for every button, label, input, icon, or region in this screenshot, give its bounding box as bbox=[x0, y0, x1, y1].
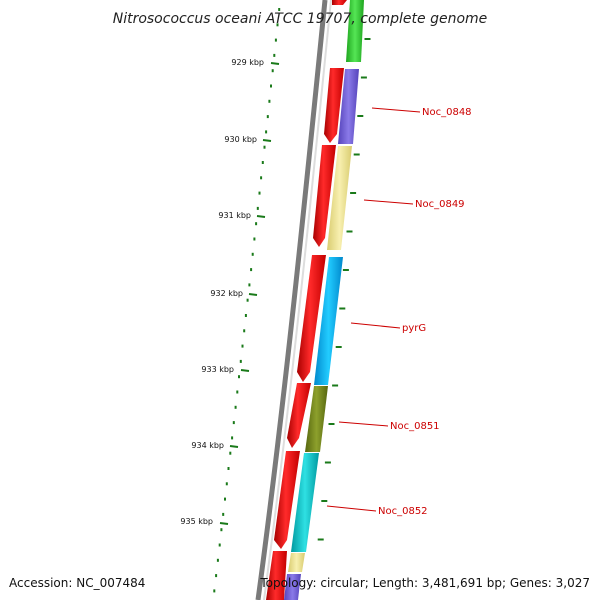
red-feature bbox=[297, 255, 326, 382]
gene-feature-track bbox=[284, 0, 364, 600]
topology-text: Topology: circular; Length: 3,481,691 bp… bbox=[259, 576, 590, 590]
ruler-dot bbox=[213, 589, 216, 593]
outer-tick bbox=[339, 307, 346, 310]
ruler-dot bbox=[270, 84, 272, 88]
scale-label-935: 935 kbp bbox=[180, 517, 213, 526]
ruler-dot bbox=[227, 467, 230, 470]
outer-tick bbox=[360, 76, 367, 79]
gene-feature-purple-bottom bbox=[284, 574, 301, 600]
red-feature-track bbox=[266, 0, 347, 600]
scale-label-930: 930 kbp bbox=[224, 135, 257, 144]
ruler-dot bbox=[236, 390, 239, 394]
gene-label-noc-0848[interactable]: Noc_0848 bbox=[422, 107, 472, 118]
ruler-dot bbox=[255, 222, 258, 226]
red-feature bbox=[287, 383, 311, 448]
ruler-dot bbox=[232, 421, 235, 425]
ruler-dot bbox=[274, 38, 277, 42]
ruler-dot bbox=[234, 405, 237, 409]
gene-label-pyrg[interactable]: pyrG bbox=[402, 323, 426, 334]
ruler-dot bbox=[276, 23, 279, 27]
gene-label-noc-0852[interactable]: Noc_0852 bbox=[378, 506, 428, 517]
scale-label-934: 934 kbp bbox=[191, 441, 224, 450]
ruler-dot bbox=[256, 206, 259, 210]
ruler-dot bbox=[248, 283, 251, 287]
red-feature bbox=[274, 451, 300, 549]
ruler-dot bbox=[225, 482, 228, 486]
ruler-dot bbox=[260, 176, 263, 180]
ruler-dot bbox=[239, 359, 242, 363]
red-feature bbox=[324, 68, 344, 143]
map-title: Nitrosococcus oceani ATCC 19707, complet… bbox=[113, 11, 488, 27]
outer-tick bbox=[335, 346, 342, 348]
gene-label-noc-0851[interactable]: Noc_0851 bbox=[390, 421, 440, 432]
ruler-dot bbox=[224, 497, 226, 501]
ruler-dot bbox=[250, 268, 253, 272]
ruler-dot bbox=[220, 528, 223, 532]
ruler-dot bbox=[265, 130, 268, 134]
gene-feature-noc-0847 bbox=[346, 0, 364, 62]
ruler-dot bbox=[238, 375, 240, 379]
ruler-dot bbox=[263, 145, 266, 149]
ruler-dots bbox=[213, 8, 281, 593]
accession-text: Accession: NC_007484 bbox=[9, 576, 145, 590]
backbone-inner bbox=[263, 0, 332, 600]
gene-feature-noc-0848 bbox=[338, 69, 359, 144]
outer-tick bbox=[342, 269, 349, 271]
ruler-dot bbox=[241, 344, 244, 348]
red-feature bbox=[332, 0, 347, 5]
scale-label-931: 931 kbp bbox=[218, 211, 251, 220]
gene-feature-noc-0851 bbox=[305, 386, 328, 452]
ruler-dot bbox=[229, 451, 232, 455]
outer-tick bbox=[357, 115, 364, 117]
ruler-dot bbox=[243, 329, 246, 333]
outer-tick bbox=[350, 192, 357, 194]
gene-label-noc-0849[interactable]: Noc_0849 bbox=[415, 199, 465, 210]
ruler-dot bbox=[268, 99, 271, 103]
backbone-outer bbox=[255, 0, 328, 600]
ruler-dot bbox=[215, 574, 218, 578]
outer-tick bbox=[364, 38, 371, 40]
outer-ticks bbox=[317, 38, 371, 541]
ruler-dot bbox=[271, 69, 274, 73]
scale-label-929: 929 kbp bbox=[231, 58, 264, 67]
scale-label-933: 933 kbp bbox=[201, 365, 234, 374]
outer-tick bbox=[317, 538, 324, 541]
ruler-dot bbox=[216, 558, 219, 562]
gene-feature-yellow-bottom bbox=[288, 553, 305, 572]
scale-label-932: 932 kbp bbox=[210, 289, 243, 298]
ruler-dot bbox=[261, 161, 264, 164]
outer-tick bbox=[324, 461, 331, 464]
ruler-dot bbox=[244, 314, 247, 317]
red-feature bbox=[313, 145, 336, 247]
gene-feature-noc-0849 bbox=[327, 146, 352, 250]
gene-feature-pyrg bbox=[314, 257, 343, 385]
gene-callouts: Noc_0848 Noc_0849 pyrG Noc_0851 Noc_0852 bbox=[326, 107, 472, 517]
ruler-dot bbox=[251, 252, 254, 256]
ruler-dot bbox=[222, 512, 225, 516]
ruler-dot bbox=[253, 237, 256, 241]
ruler-dot bbox=[278, 8, 281, 11]
ruler-dot bbox=[231, 436, 234, 440]
gene-feature-noc-0852 bbox=[291, 453, 319, 552]
outer-tick bbox=[328, 423, 335, 425]
scale-ruler: 929 kbp 930 kbp 931 kbp 932 kbp 933 kbp … bbox=[180, 58, 280, 526]
ruler-dot bbox=[266, 115, 269, 119]
outer-tick bbox=[332, 384, 339, 387]
outer-tick bbox=[346, 230, 353, 233]
red-feature bbox=[266, 551, 287, 600]
ruler-dot bbox=[258, 191, 261, 195]
ruler-dot bbox=[246, 298, 249, 302]
outer-tick bbox=[321, 500, 328, 502]
outer-tick bbox=[353, 153, 360, 156]
ruler-dot bbox=[218, 543, 221, 547]
ruler-dot bbox=[273, 53, 276, 57]
